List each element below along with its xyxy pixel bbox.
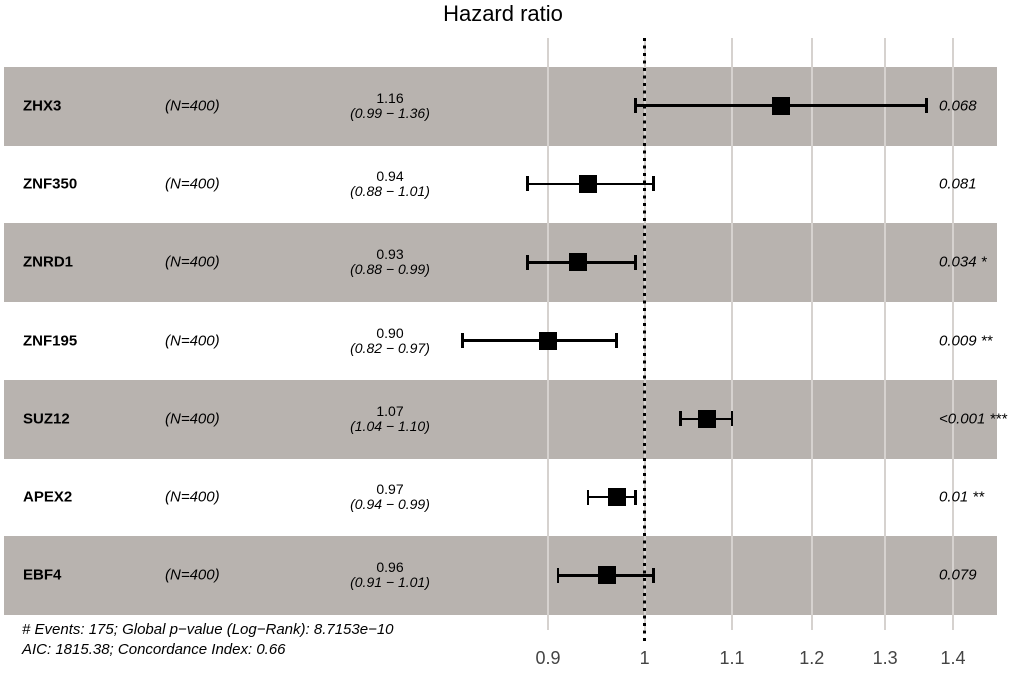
- ci-cap-right: [730, 411, 734, 427]
- gene-label: ZNRD1: [23, 253, 74, 271]
- gene-label: EBF4: [23, 566, 62, 584]
- estimate-text: 0.96 (0.91 − 1.01): [350, 560, 430, 590]
- row-band: [4, 536, 997, 616]
- ci-cap-left: [634, 98, 637, 114]
- gridline: [884, 38, 887, 630]
- sample-size-label: (N=400): [165, 175, 220, 193]
- ci-cap-left: [526, 176, 529, 192]
- x-axis-tick-label: 0.9: [535, 648, 561, 668]
- gridline: [730, 38, 733, 630]
- gene-label: ZNF195: [23, 332, 78, 350]
- sample-size-label: (N=400): [165, 410, 220, 428]
- sample-size-label: (N=400): [165, 566, 220, 584]
- estimate-text: 1.07 (1.04 − 1.10): [350, 402, 430, 434]
- gene-label: APEX2: [23, 488, 73, 506]
- x-axis-tick-label: 1: [639, 648, 650, 668]
- estimate-marker: [598, 566, 617, 585]
- estimate-value: 0.93: [376, 246, 404, 263]
- estimate-value: 0.96: [376, 559, 404, 576]
- ci-cap-right: [615, 333, 618, 349]
- estimate-value: 0.94: [376, 167, 404, 184]
- sample-size-label: (N=400): [165, 253, 220, 271]
- x-axis-tick-label: 1.3: [872, 648, 898, 668]
- confidence-interval-text: (1.04 − 1.10): [350, 417, 430, 434]
- p-value-label: 0.009 **: [939, 332, 993, 350]
- footer-stats: # Events: 175; Global p−value (Log−Rank)…: [22, 620, 394, 660]
- estimate-text: 0.93 (0.88 − 0.99): [350, 247, 430, 277]
- ci-cap-left: [556, 567, 560, 583]
- reference-line: [643, 38, 647, 645]
- ci-cap-right: [652, 176, 655, 192]
- confidence-interval-text: (0.88 − 0.99): [350, 261, 430, 278]
- gene-label: ZNF350: [23, 175, 78, 193]
- x-axis-tick-label: 1.1: [719, 648, 745, 668]
- ci-cap-right: [634, 489, 637, 505]
- p-value-label: 0.068: [939, 97, 977, 115]
- x-axis-tick-label: 1.4: [940, 648, 966, 668]
- footer-line-aic: AIC: 1815.38; Concordance Index: 0.66: [22, 641, 286, 658]
- sample-size-label: (N=400): [165, 97, 220, 115]
- sample-size-label: (N=400): [165, 332, 220, 350]
- ci-cap-right: [925, 98, 928, 114]
- ci-cap-left: [461, 333, 464, 349]
- confidence-interval-text: (0.91 − 1.01): [350, 574, 430, 591]
- gene-label: SUZ12: [23, 410, 70, 428]
- row-band: [4, 379, 997, 459]
- confidence-interval-text: (0.99 − 1.36): [350, 104, 430, 121]
- row-band: [4, 223, 997, 303]
- p-value-label: 0.034 *: [939, 253, 987, 271]
- gridline: [810, 38, 813, 630]
- estimate-value: 0.97: [376, 481, 404, 498]
- ci-cap-left: [586, 489, 590, 505]
- estimate-marker: [569, 253, 588, 272]
- ci-cap-right: [652, 567, 655, 583]
- confidence-interval-text: (0.88 − 1.01): [350, 182, 430, 199]
- estimate-value: 1.07: [376, 402, 404, 419]
- estimate-marker: [607, 488, 626, 507]
- ci-cap-left: [679, 411, 682, 427]
- ci-cap-right: [634, 254, 637, 270]
- estimate-marker: [697, 409, 716, 428]
- estimate-text: 0.97 (0.94 − 0.99): [350, 482, 430, 512]
- p-value-label: 0.079: [939, 566, 977, 584]
- ci-cap-left: [526, 254, 529, 270]
- p-value-label: <0.001 ***: [939, 410, 1007, 428]
- estimate-marker: [771, 96, 790, 115]
- gridline: [952, 38, 954, 630]
- estimate-value: 1.16: [376, 89, 404, 106]
- p-value-label: 0.01 **: [939, 488, 985, 506]
- sample-size-label: (N=400): [165, 488, 220, 506]
- confidence-interval-text: (0.94 − 0.99): [350, 496, 430, 513]
- estimate-marker: [578, 174, 597, 193]
- footer-line-events: # Events: 175; Global p−value (Log−Rank)…: [22, 621, 394, 638]
- gene-label: ZHX3: [23, 97, 62, 115]
- estimate-text: 0.94 (0.88 − 1.01): [350, 167, 430, 199]
- estimate-text: 0.90 (0.82 − 0.97): [350, 324, 430, 356]
- confidence-interval-text: (0.82 − 0.97): [350, 339, 430, 356]
- x-axis-tick-label: 1.2: [799, 648, 825, 668]
- estimate-value: 0.90: [376, 324, 404, 341]
- chart-title: Hazard ratio: [443, 1, 563, 26]
- estimate-text: 1.16 (0.99 − 1.36): [350, 89, 430, 121]
- estimate-marker: [539, 331, 558, 350]
- p-value-label: 0.081: [939, 175, 977, 193]
